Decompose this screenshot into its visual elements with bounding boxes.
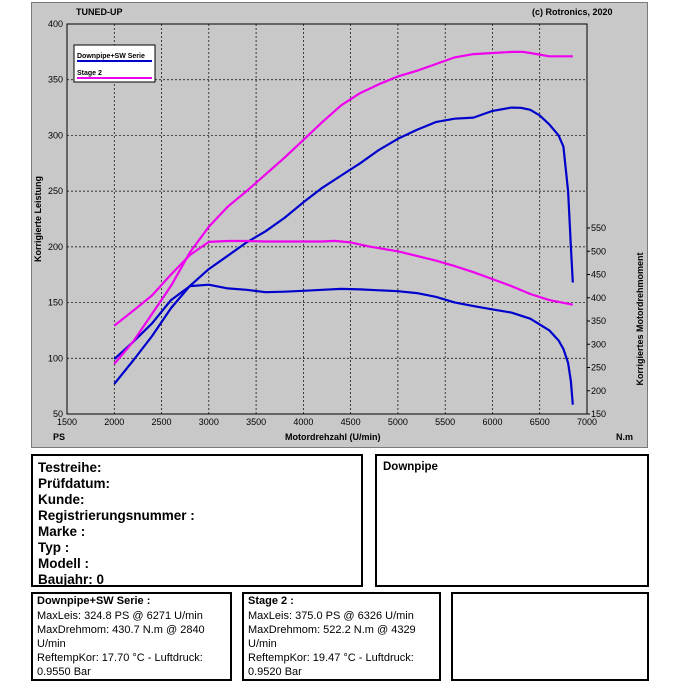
result-line: MaxLeis: 324.8 PS @ 6271 U/min — [37, 610, 203, 622]
legend-box — [73, 44, 156, 83]
y-right-tick-label: 250 — [591, 363, 606, 373]
test-info-lines: Testreihe: Prüfdatum: Kunde: Registrierungs… — [38, 460, 361, 588]
plot-area — [66, 23, 588, 415]
series-line-power — [113, 106, 574, 385]
y-right-tick-label: 450 — [591, 270, 606, 280]
series-line-torque — [113, 283, 574, 405]
chart-title: TUNED-UP — [76, 7, 123, 17]
dyno-chart-frame: 1500 2000 2500 3000 3500 4000 4500 5000 5500 6000… — [31, 2, 648, 448]
test-info-line: Prüfdatum: — [38, 476, 110, 491]
x-tick-label: 5000 — [388, 417, 408, 427]
x-tick-label: 2000 — [104, 417, 124, 427]
y-left-tick-label: 400 — [48, 19, 63, 29]
result-line: U/min — [37, 638, 66, 650]
y-left-tick-label: 250 — [48, 186, 63, 196]
x-tick-label: 3500 — [246, 417, 266, 427]
test-info-line: Registrierungsnummer : — [38, 508, 195, 523]
result-line: MaxLeis: 375.0 PS @ 6326 U/min — [248, 610, 414, 622]
dyno-chart: 1500 2000 2500 3000 3500 4000 4500 5000 5500 6000… — [33, 7, 645, 442]
series-line-power — [113, 50, 573, 365]
x-tick-label: 4500 — [341, 417, 361, 427]
y-left-tick-label: 300 — [48, 130, 63, 140]
x-tick-label: 4000 — [293, 417, 313, 427]
test-info-line: Baujahr: 0 — [38, 572, 105, 587]
result-line: ReftempKor: 17.70 °C - Luftdruck: — [37, 652, 203, 664]
y-right-tick-label: 500 — [591, 246, 606, 256]
result-title-stage2: Stage 2 : — [248, 595, 294, 607]
y-right-tick-label: 150 — [591, 409, 606, 419]
result-line: 0.9520 Bar — [248, 666, 302, 678]
test-info-line: Testreihe: — [38, 460, 102, 475]
y-left-tick-label: 200 — [48, 242, 63, 252]
y-right-tick-label: 300 — [591, 339, 606, 349]
test-info-line: Kunde: — [38, 492, 85, 507]
x-tick-label: 7000 — [577, 417, 597, 427]
x-tick-label: 5500 — [435, 417, 455, 427]
x-tick-label: 1500 — [57, 417, 77, 427]
y-left-tick-label: 50 — [53, 409, 63, 419]
x-axis-label: Motordrehzahl (U/min) — [285, 432, 381, 442]
y-right-tick-label: 200 — [591, 386, 606, 396]
y-right-tick-label: 350 — [591, 316, 606, 326]
y-right-tick-label: 400 — [591, 293, 606, 303]
y-axis-label-left: Korrigierte Leistung — [33, 176, 43, 262]
empty-panel — [451, 592, 649, 681]
result-panel-stage2: Stage 2 : MaxLeis: 375.0 PS @ 6326 U/min… — [242, 592, 441, 681]
x-unit-left: PS — [53, 432, 65, 442]
note-text: Downpipe — [383, 461, 438, 473]
test-info-line: Marke : — [38, 524, 86, 539]
y-left-tick-label: 100 — [48, 353, 63, 363]
result-line: ReftempKor: 19.47 °C - Luftdruck: — [248, 652, 414, 664]
y-right-tick-label: 550 — [591, 223, 606, 233]
x-unit-right: N.m — [616, 432, 633, 442]
result-title-serie: Downpipe+SW Serie : — [37, 595, 151, 607]
x-tick-label: 2500 — [152, 417, 172, 427]
legend-label: Downpipe+SW Serie — [77, 53, 145, 60]
test-info-line: Typ : — [38, 540, 70, 555]
test-info-line: Modell : — [38, 556, 89, 571]
x-tick-label: 6500 — [530, 417, 550, 427]
result-line: MaxDrehmom: 430.7 N.m @ 2840 — [37, 624, 205, 636]
test-info-panel: Testreihe: Prüfdatum: Kunde: Registrierungs… — [31, 454, 363, 587]
legend-label: Stage 2 — [77, 70, 102, 77]
x-tick-label: 6000 — [482, 417, 502, 427]
note-panel: Downpipe — [375, 454, 649, 587]
result-panel-serie: Downpipe+SW Serie : MaxLeis: 324.8 PS @ … — [31, 592, 232, 681]
x-tick-label: 3000 — [199, 417, 219, 427]
result-line: MaxDrehmom: 522.2 N.m @ 4329 — [248, 624, 416, 636]
chart-copyright: (c) Rotronics, 2020 — [532, 7, 613, 17]
y-left-tick-label: 350 — [48, 75, 63, 85]
y-left-tick-label: 150 — [48, 298, 63, 308]
result-line: U/min — [248, 638, 277, 650]
result-line: 0.9550 Bar — [37, 666, 91, 678]
result-lines-serie: MaxLeis: 324.8 PS @ 6271 U/min MaxDrehmom… — [37, 609, 230, 679]
result-lines-stage2: MaxLeis: 375.0 PS @ 6326 U/min MaxDrehmom… — [248, 609, 439, 679]
series-line-torque — [113, 239, 574, 327]
y-axis-label-right: Korrigiertes Motordrehmoment — [635, 252, 645, 385]
